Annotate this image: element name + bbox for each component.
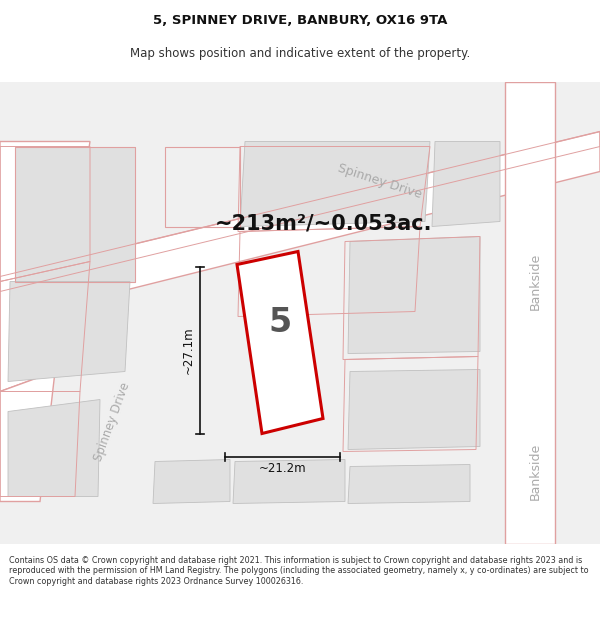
Text: 5, SPINNEY DRIVE, BANBURY, OX16 9TA: 5, SPINNEY DRIVE, BANBURY, OX16 9TA (153, 14, 447, 28)
Polygon shape (333, 366, 455, 454)
Text: Bankside: Bankside (529, 443, 542, 500)
Polygon shape (0, 131, 600, 321)
Polygon shape (348, 369, 480, 449)
Polygon shape (348, 236, 480, 354)
Polygon shape (0, 251, 100, 421)
Text: Spinney Drive: Spinney Drive (337, 162, 424, 201)
Polygon shape (200, 136, 600, 176)
Polygon shape (10, 166, 150, 281)
Polygon shape (0, 151, 120, 291)
Polygon shape (153, 459, 230, 504)
Polygon shape (333, 461, 450, 496)
Text: ~27.1m: ~27.1m (182, 326, 195, 374)
Text: ~213m²/~0.053ac.: ~213m²/~0.053ac. (215, 214, 433, 234)
Polygon shape (495, 131, 540, 544)
Text: ~21.2m: ~21.2m (259, 461, 307, 474)
Polygon shape (348, 464, 470, 504)
Polygon shape (15, 349, 100, 414)
Text: 5: 5 (268, 306, 292, 339)
Polygon shape (565, 131, 600, 544)
Polygon shape (8, 399, 100, 496)
Polygon shape (155, 136, 600, 166)
Polygon shape (155, 131, 240, 231)
Polygon shape (432, 141, 500, 226)
Text: Spinney Drive: Spinney Drive (92, 380, 133, 462)
Text: Contains OS data © Crown copyright and database right 2021. This information is : Contains OS data © Crown copyright and d… (9, 556, 589, 586)
Polygon shape (195, 311, 260, 441)
Polygon shape (0, 371, 55, 501)
Polygon shape (8, 281, 130, 381)
Polygon shape (155, 161, 490, 176)
Polygon shape (310, 176, 460, 241)
Polygon shape (210, 456, 335, 496)
Polygon shape (175, 176, 490, 501)
Polygon shape (10, 416, 88, 496)
Polygon shape (175, 201, 260, 341)
Text: Bankside: Bankside (529, 253, 542, 310)
Polygon shape (505, 81, 555, 544)
Polygon shape (185, 181, 480, 496)
Polygon shape (5, 156, 140, 271)
Polygon shape (332, 256, 455, 359)
Polygon shape (100, 131, 600, 201)
Polygon shape (358, 181, 455, 241)
Polygon shape (90, 446, 168, 496)
Polygon shape (175, 181, 275, 286)
Polygon shape (237, 251, 323, 434)
Polygon shape (240, 141, 430, 226)
Polygon shape (0, 381, 60, 501)
Polygon shape (0, 81, 600, 544)
Polygon shape (0, 141, 90, 391)
Text: Map shows position and indicative extent of the property.: Map shows position and indicative extent… (130, 48, 470, 61)
Polygon shape (10, 266, 125, 346)
Polygon shape (233, 459, 345, 504)
Polygon shape (145, 136, 490, 181)
Polygon shape (15, 146, 135, 281)
